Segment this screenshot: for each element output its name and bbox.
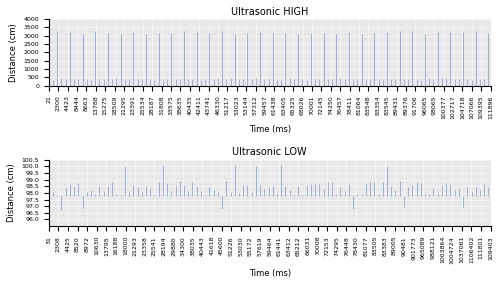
Title: Ultrasonic HIGH: Ultrasonic HIGH <box>231 7 308 17</box>
Title: Ultrasonic LOW: Ultrasonic LOW <box>232 147 307 157</box>
Y-axis label: Distance (cm): Distance (cm) <box>7 164 16 222</box>
Y-axis label: Distance (cm): Distance (cm) <box>9 23 18 82</box>
X-axis label: Time (ms): Time (ms) <box>248 269 290 278</box>
X-axis label: Time (ms): Time (ms) <box>248 125 290 134</box>
